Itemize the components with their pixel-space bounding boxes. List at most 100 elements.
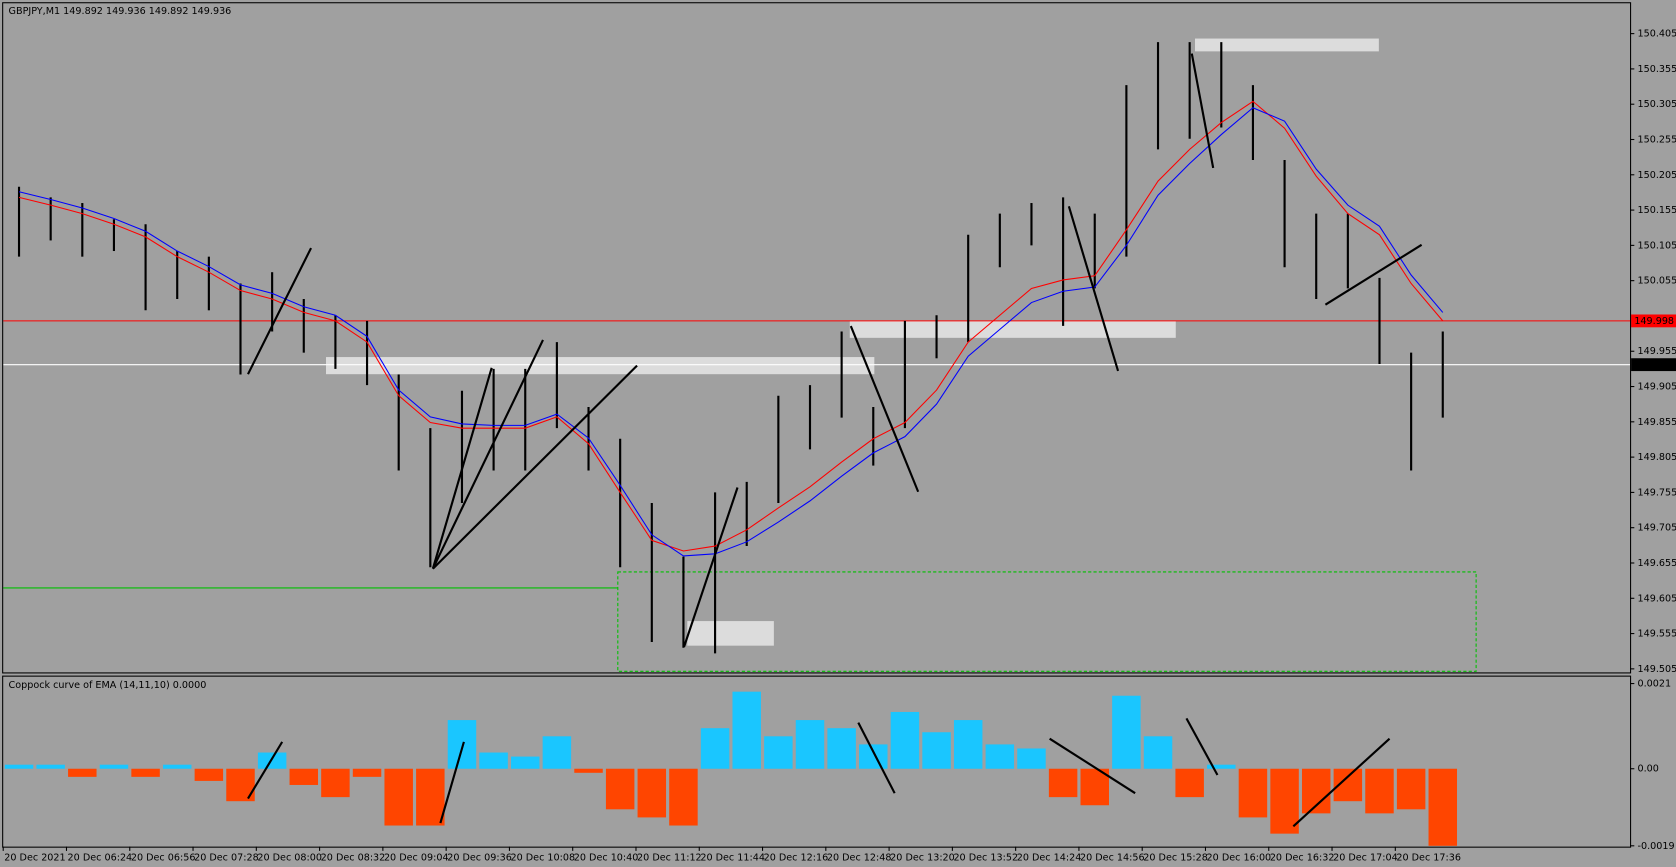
y-tick-label: 150.205 bbox=[1638, 170, 1676, 181]
y-tick-label: 150.405 bbox=[1638, 29, 1676, 40]
x-tick-label: 20 Dec 16:00 bbox=[1207, 852, 1272, 863]
plot: 150.405 150.355 150.305 150.255 150.205 150.1… bbox=[2, 29, 1676, 863]
x-tick-label: 20 Dec 06:56 bbox=[131, 852, 196, 863]
trend-line bbox=[1324, 243, 1423, 306]
y-tick-label: 149.755 bbox=[1638, 487, 1676, 498]
x-tick-label: 20 Dec 11:12 bbox=[637, 852, 702, 863]
histogram-bar bbox=[352, 768, 382, 777]
y-tick-label: 0.00 bbox=[1638, 764, 1659, 775]
x-tick-label: 20 Dec 07:28 bbox=[194, 852, 259, 863]
histogram-bar bbox=[732, 691, 761, 769]
x-tick-label: 20 Dec 14:56 bbox=[1080, 852, 1145, 863]
x-tick-label: 20 Dec 12:16 bbox=[764, 852, 829, 863]
histogram-bar bbox=[1175, 768, 1204, 798]
x-tick-label: 20 Dec 09:04 bbox=[384, 852, 449, 863]
x-tick-label: 20 Dec 16:32 bbox=[1270, 852, 1335, 863]
histogram-bar bbox=[194, 768, 224, 781]
histogram-bar bbox=[68, 768, 97, 777]
price-label: 149.936 bbox=[1634, 360, 1674, 371]
histogram-bar bbox=[1428, 768, 1458, 846]
trend-line bbox=[857, 722, 896, 794]
trend-line bbox=[1049, 737, 1136, 795]
trend-line bbox=[247, 741, 284, 800]
x-tick-label: 20 Dec 17:04 bbox=[1333, 852, 1398, 863]
histogram-bar bbox=[36, 764, 65, 769]
y-tick-label: 150.355 bbox=[1638, 64, 1676, 75]
y-tick-label: 149.855 bbox=[1638, 417, 1676, 428]
histogram-bar bbox=[1396, 768, 1426, 810]
histogram-bar bbox=[321, 768, 350, 798]
x-tick-label: 20 Dec 14:24 bbox=[1017, 852, 1082, 863]
zone bbox=[687, 621, 774, 646]
y-tick-label: 149.555 bbox=[1638, 629, 1676, 640]
green-box bbox=[617, 571, 1477, 672]
y-tick-label: 149.905 bbox=[1638, 382, 1676, 393]
histogram-bar bbox=[1238, 768, 1268, 818]
price-label-box bbox=[1631, 314, 1676, 328]
x-tick-label: 20 Dec 15:28 bbox=[1143, 852, 1208, 863]
zone bbox=[849, 320, 1176, 338]
histogram-bar bbox=[637, 768, 667, 818]
histogram-bar bbox=[985, 744, 1015, 769]
histogram-bar bbox=[700, 728, 730, 769]
trend-line bbox=[431, 367, 493, 570]
x-tick-label: 20 Dec 10:40 bbox=[574, 852, 639, 863]
histogram-bar bbox=[922, 732, 951, 769]
histogram-bar bbox=[289, 768, 319, 785]
moving-average bbox=[18, 107, 1444, 557]
histogram-bar bbox=[1080, 768, 1109, 806]
histogram-bar bbox=[859, 744, 888, 769]
histogram-bar bbox=[764, 736, 793, 769]
x-tick-label: 20 Dec 10:08 bbox=[510, 852, 575, 863]
histogram-bar bbox=[795, 720, 825, 769]
histogram-bar bbox=[953, 720, 983, 769]
trend-line bbox=[1292, 737, 1391, 828]
histogram-bar bbox=[1270, 768, 1299, 834]
histogram-bar bbox=[542, 736, 572, 769]
trend-line bbox=[1067, 206, 1120, 372]
histogram-bar bbox=[1048, 768, 1078, 798]
x-tick-label: 20 Dec 17:36 bbox=[1396, 852, 1461, 863]
histogram-bar bbox=[574, 768, 603, 773]
histogram-bar bbox=[4, 764, 34, 769]
x-tick-label: 20 Dec 08:00 bbox=[257, 852, 322, 863]
main-frame bbox=[2, 2, 1632, 674]
y-tick-label: 149.705 bbox=[1638, 523, 1676, 534]
x-tick-label: 20 Dec 2021 bbox=[4, 852, 65, 863]
histogram-bar bbox=[1143, 736, 1173, 769]
trend-line bbox=[1185, 717, 1219, 776]
histogram-bar bbox=[384, 768, 413, 826]
y-tick-label: 0.0021 bbox=[1638, 679, 1672, 690]
histogram-bar bbox=[1112, 695, 1141, 769]
trend-line bbox=[432, 364, 638, 570]
trend-line bbox=[431, 339, 544, 570]
y-tick-label: -0.0019 bbox=[1638, 841, 1675, 852]
x-tick-label: 20 Dec 12:48 bbox=[827, 852, 892, 863]
y-tick-label: 149.605 bbox=[1638, 593, 1676, 604]
x-tick-label: 20 Dec 08:32 bbox=[321, 852, 386, 863]
histogram-bar bbox=[1365, 768, 1394, 814]
frame bbox=[2, 2, 1632, 848]
x-tick-label: 20 Dec 06:24 bbox=[68, 852, 133, 863]
histogram-bar bbox=[99, 764, 129, 769]
trend-line bbox=[247, 247, 312, 375]
y-tick-label: 150.155 bbox=[1638, 205, 1676, 216]
x-tick-label: 20 Dec 13:52 bbox=[953, 852, 1018, 863]
histogram-bar bbox=[479, 752, 508, 769]
trend-line bbox=[849, 325, 920, 493]
histogram-bar bbox=[890, 711, 920, 769]
x-tick-label: 20 Dec 09:36 bbox=[447, 852, 512, 863]
zone bbox=[326, 357, 875, 375]
y-tick-label: 149.505 bbox=[1638, 664, 1676, 675]
osc-frame bbox=[2, 675, 1632, 848]
histogram-bar bbox=[131, 768, 160, 777]
histogram-bar bbox=[162, 764, 192, 769]
drawings bbox=[3, 38, 1477, 672]
y-tick-label: 150.255 bbox=[1638, 135, 1676, 146]
indicator-title: Coppock curve of EMA (14,11,10) 0.0000 bbox=[9, 680, 207, 691]
price-label: 149.998 bbox=[1634, 316, 1674, 327]
y-tick-label: 150.305 bbox=[1638, 99, 1676, 110]
trend-line bbox=[1190, 53, 1215, 169]
